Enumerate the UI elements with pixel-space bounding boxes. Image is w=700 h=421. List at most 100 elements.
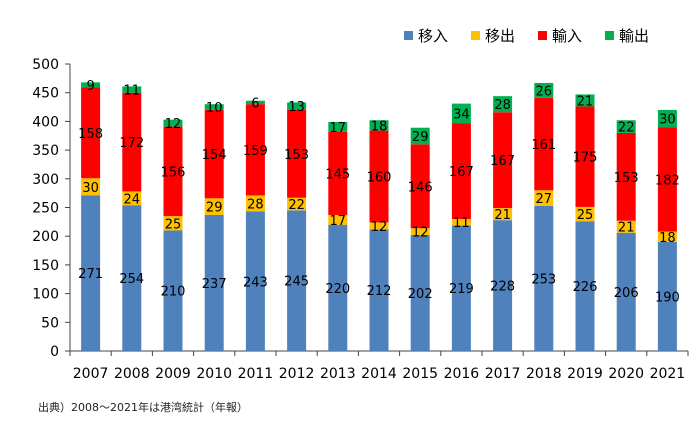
bar-segment xyxy=(410,235,430,351)
data-label: 21 xyxy=(494,208,511,223)
data-label: 206 xyxy=(614,286,639,301)
data-label: 26 xyxy=(536,84,553,99)
data-label: 17 xyxy=(330,121,347,136)
bar-segment xyxy=(369,120,389,131)
x-tick-label: 2015 xyxy=(402,366,438,382)
data-label: 182 xyxy=(655,173,680,188)
data-label: 24 xyxy=(124,192,141,207)
bar-segment xyxy=(163,216,183,231)
bar-segment xyxy=(204,109,224,199)
x-tick-label: 2019 xyxy=(567,366,603,382)
data-label: 159 xyxy=(243,144,268,159)
data-label: 27 xyxy=(536,192,553,207)
data-label: 29 xyxy=(412,130,429,145)
bar-segment xyxy=(616,120,636,133)
x-tick-label: 2016 xyxy=(444,366,480,382)
bar-segment xyxy=(616,132,636,221)
bar-segment xyxy=(369,222,389,230)
bar-segment xyxy=(81,87,101,179)
bar-segment xyxy=(451,123,471,219)
bar-segment xyxy=(204,214,224,351)
bar-segment xyxy=(81,178,101,196)
bar-segment xyxy=(122,92,142,192)
data-label: 11 xyxy=(124,84,141,99)
data-label: 271 xyxy=(78,267,103,282)
y-axis: 0 50 100 150 200 250 300 350 400 450 500 xyxy=(32,57,71,360)
data-label: 237 xyxy=(202,277,227,292)
data-label: 22 xyxy=(288,198,305,213)
bar-segment xyxy=(204,104,224,110)
bar-segment xyxy=(81,82,101,88)
source-note: 出典）2008～2021年は港湾統計（年報） xyxy=(38,401,248,414)
legend-label: 輸入 xyxy=(552,27,582,45)
data-label: 18 xyxy=(371,119,388,134)
data-label: 9 xyxy=(86,79,94,94)
data-label: 30 xyxy=(659,113,676,128)
legend: 移入 移出 輸入 輸出 xyxy=(404,27,649,45)
y-tick-label: 350 xyxy=(32,143,59,159)
data-label: 11 xyxy=(453,216,470,231)
data-label: 245 xyxy=(284,275,309,290)
x-tick-label: 2012 xyxy=(279,366,315,382)
bar-segment xyxy=(451,103,471,124)
legend-swatch xyxy=(404,31,413,40)
x-tick-label: 2010 xyxy=(196,366,232,382)
legend-swatch xyxy=(605,31,614,40)
x-tick-label: 2017 xyxy=(485,366,521,382)
data-label: 6 xyxy=(251,96,259,111)
data-label: 161 xyxy=(531,138,556,153)
bar-segment xyxy=(657,241,677,351)
bar-segment xyxy=(493,208,513,221)
x-axis: 2007 2008 2009 2010 2011 2012 2013 2014 2015 2016… xyxy=(69,350,689,382)
x-tick-label: 2014 xyxy=(361,366,397,382)
bar-segment xyxy=(451,225,471,351)
y-tick-label: 400 xyxy=(32,114,59,130)
y-tick-label: 200 xyxy=(32,229,59,245)
y-tick-label: 250 xyxy=(32,201,59,217)
bar-segment xyxy=(410,228,430,236)
data-label: 21 xyxy=(577,94,594,109)
x-tick-label: 2013 xyxy=(320,366,356,382)
data-label: 172 xyxy=(119,136,144,151)
data-label: 226 xyxy=(573,280,598,295)
data-label: 29 xyxy=(206,201,223,216)
data-label: 212 xyxy=(367,284,392,299)
legend-label: 輸出 xyxy=(619,27,649,45)
bar-segment xyxy=(451,218,471,226)
bar-segment xyxy=(328,224,348,351)
bar-segment xyxy=(410,144,430,229)
bar-segment xyxy=(369,130,389,223)
bar-segment xyxy=(369,229,389,351)
bar-segment xyxy=(328,131,348,215)
bar-segment xyxy=(493,112,513,209)
legend-label: 移出 xyxy=(485,27,515,45)
x-tick-label: 2008 xyxy=(114,366,150,382)
data-label: 10 xyxy=(206,101,223,116)
data-label: 220 xyxy=(325,282,350,297)
bar-segment xyxy=(81,195,101,351)
bar-segment xyxy=(163,119,183,127)
x-tick-label: 2018 xyxy=(526,366,562,382)
bar-segment xyxy=(163,126,183,217)
data-label: 202 xyxy=(408,287,433,302)
data-label: 228 xyxy=(490,280,515,295)
bar-segment xyxy=(410,127,430,145)
bar-segment xyxy=(122,205,142,351)
data-label: 12 xyxy=(412,226,429,241)
data-label: 156 xyxy=(161,165,186,180)
legend-swatch xyxy=(471,31,480,40)
legend-label: 移入 xyxy=(418,27,448,45)
data-label: 158 xyxy=(78,127,103,142)
bar-segment xyxy=(328,121,348,132)
data-label: 160 xyxy=(367,171,392,186)
y-tick-label: 500 xyxy=(32,57,59,73)
bars xyxy=(81,82,677,351)
bar-segment xyxy=(616,232,636,351)
data-label: 254 xyxy=(119,272,144,287)
x-tick-label: 2011 xyxy=(238,366,274,382)
data-label: 18 xyxy=(659,231,676,246)
data-labels: 271 30 158 9 254 24 172 11 210 25 156 12 237 29 154 10 2… xyxy=(78,79,680,306)
x-tick-label: 2009 xyxy=(155,366,191,382)
bar-segment xyxy=(534,190,554,206)
data-label: 153 xyxy=(614,171,639,186)
